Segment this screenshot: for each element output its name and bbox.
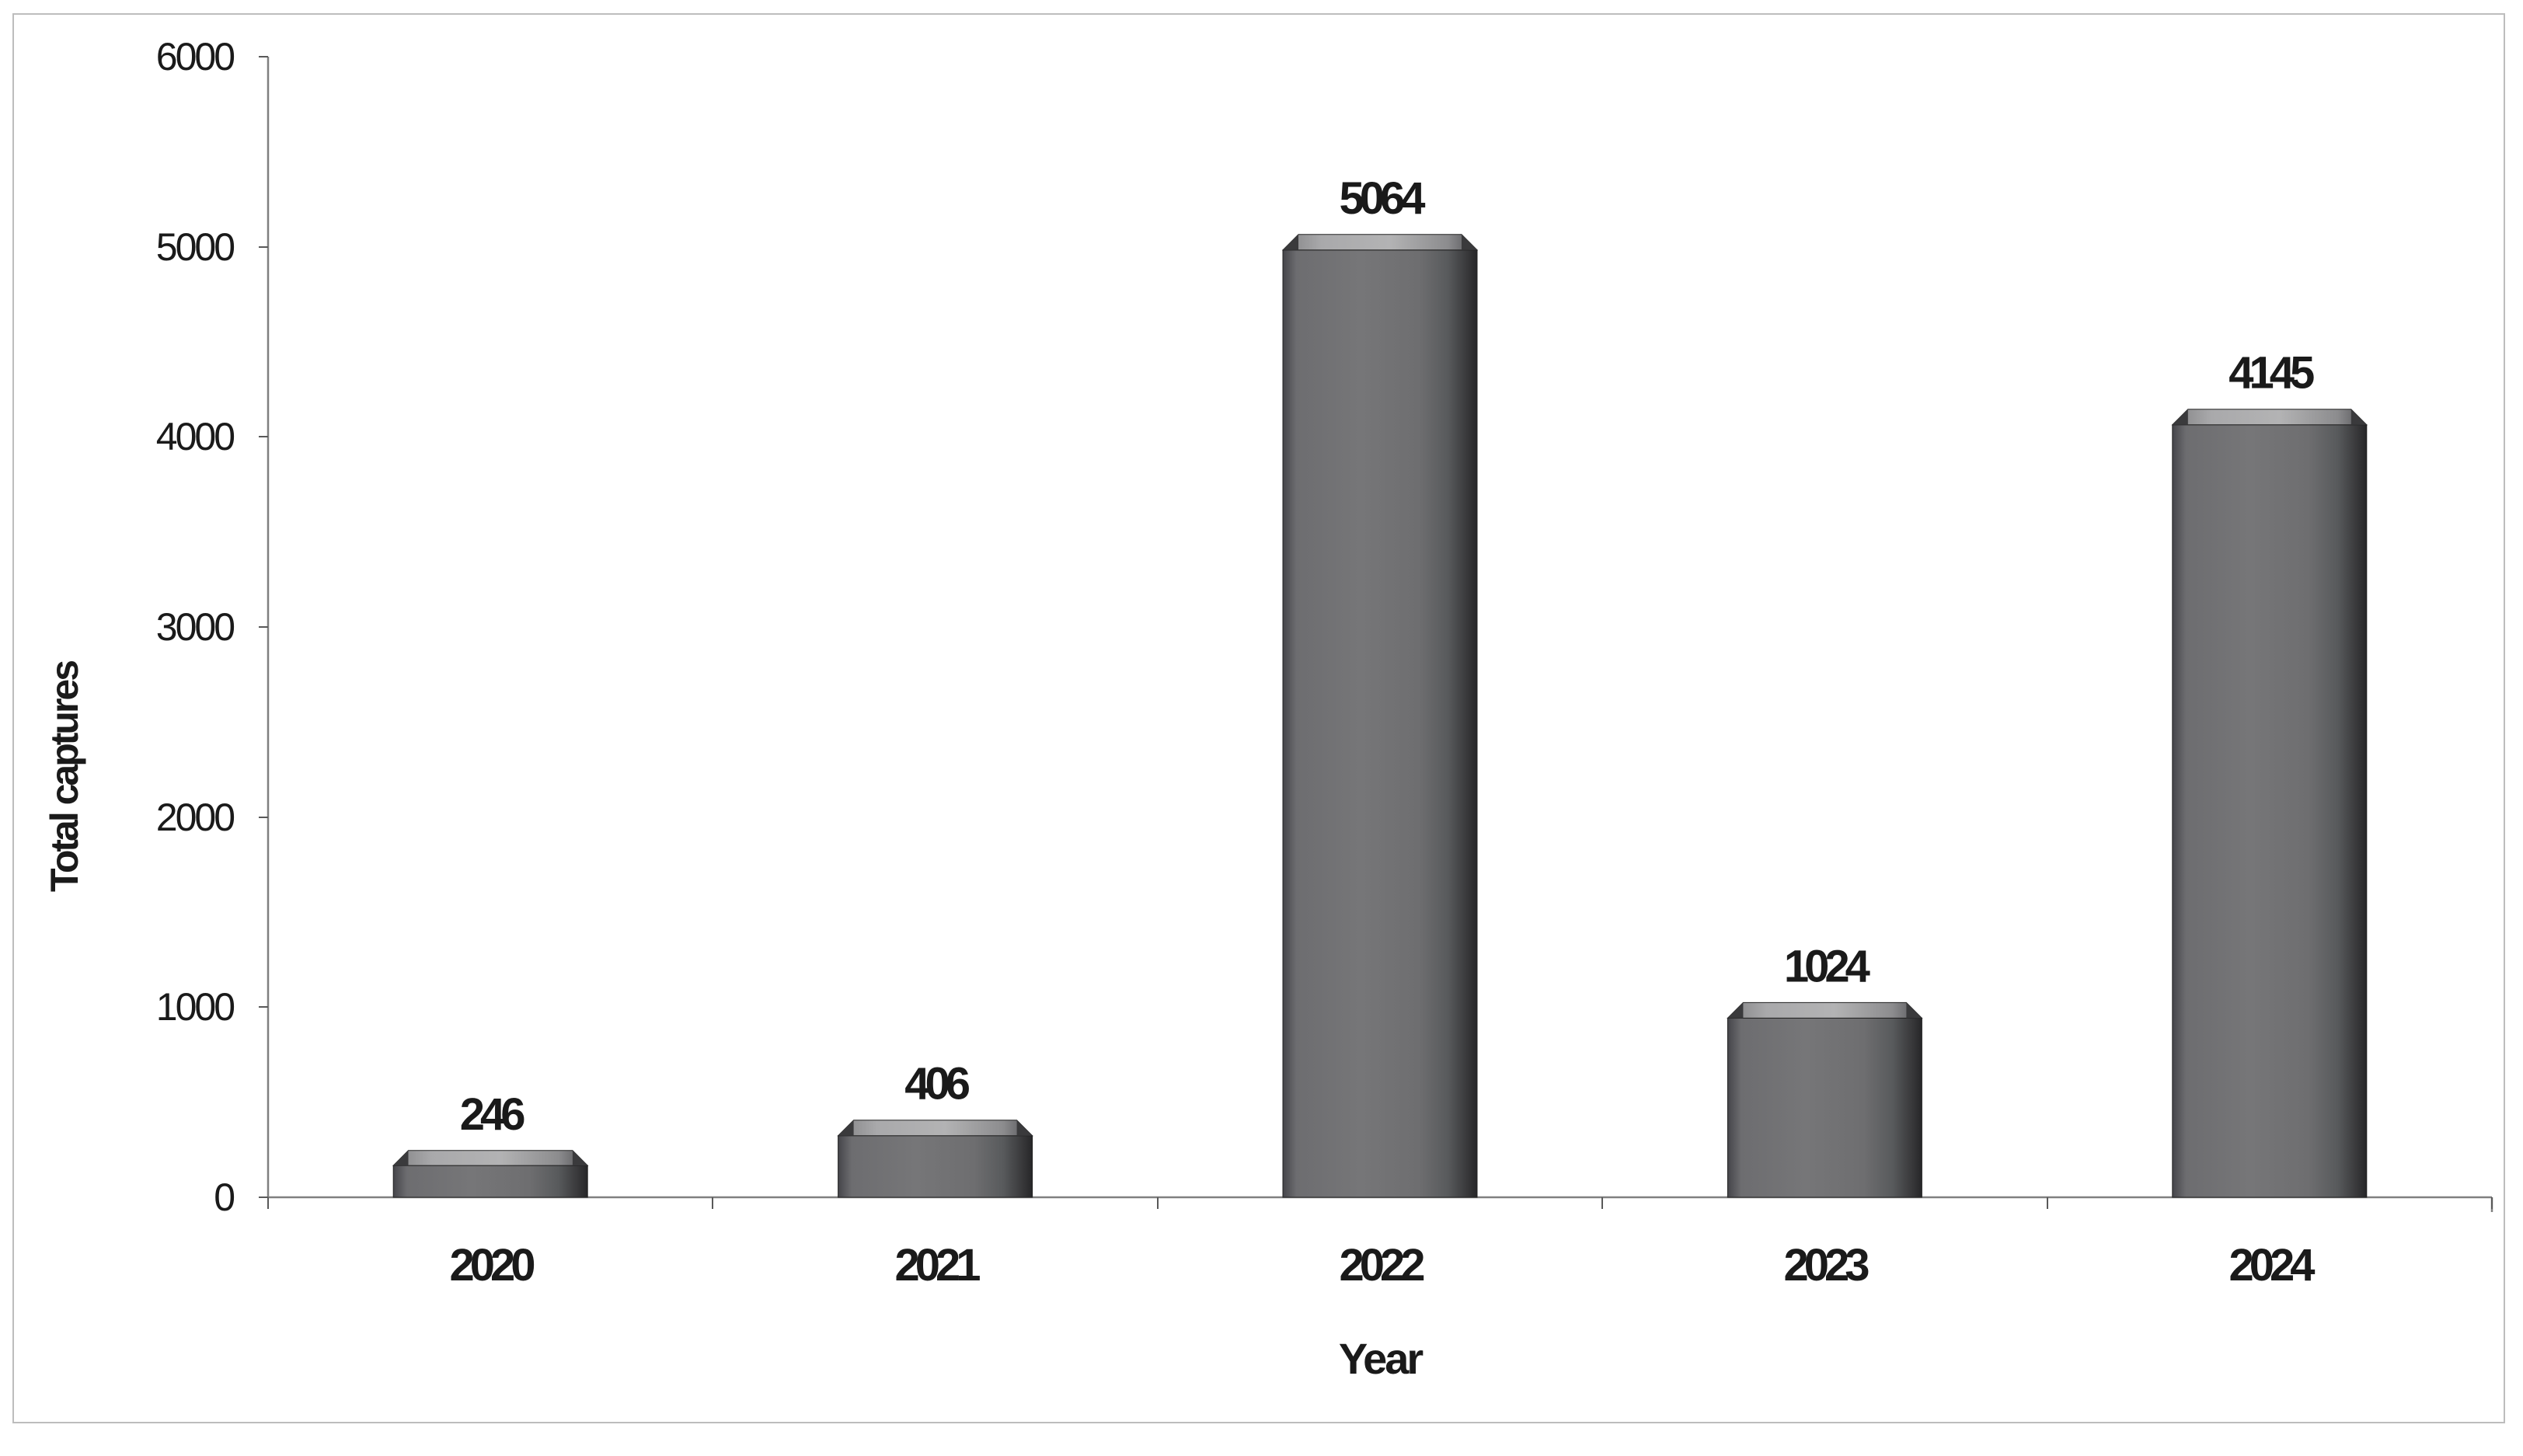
svg-text:246: 246 bbox=[460, 1089, 525, 1140]
svg-text:5000: 5000 bbox=[156, 225, 234, 269]
svg-text:1024: 1024 bbox=[1784, 941, 1870, 991]
svg-text:2024: 2024 bbox=[2229, 1240, 2315, 1291]
svg-text:Year: Year bbox=[1339, 1334, 1424, 1383]
svg-text:406: 406 bbox=[904, 1059, 970, 1109]
svg-text:Total captures: Total captures bbox=[43, 661, 86, 892]
svg-text:5064: 5064 bbox=[1339, 173, 1425, 224]
svg-text:0: 0 bbox=[214, 1176, 234, 1219]
svg-text:2023: 2023 bbox=[1783, 1240, 1869, 1291]
svg-text:4000: 4000 bbox=[156, 415, 234, 458]
svg-text:2020: 2020 bbox=[449, 1240, 534, 1291]
svg-text:1000: 1000 bbox=[156, 985, 234, 1029]
svg-text:2000: 2000 bbox=[156, 796, 234, 839]
svg-text:2021: 2021 bbox=[894, 1240, 980, 1291]
svg-text:4145: 4145 bbox=[2229, 348, 2314, 399]
svg-text:2022: 2022 bbox=[1339, 1240, 1424, 1291]
svg-text:6000: 6000 bbox=[156, 35, 234, 78]
svg-text:3000: 3000 bbox=[156, 605, 234, 649]
